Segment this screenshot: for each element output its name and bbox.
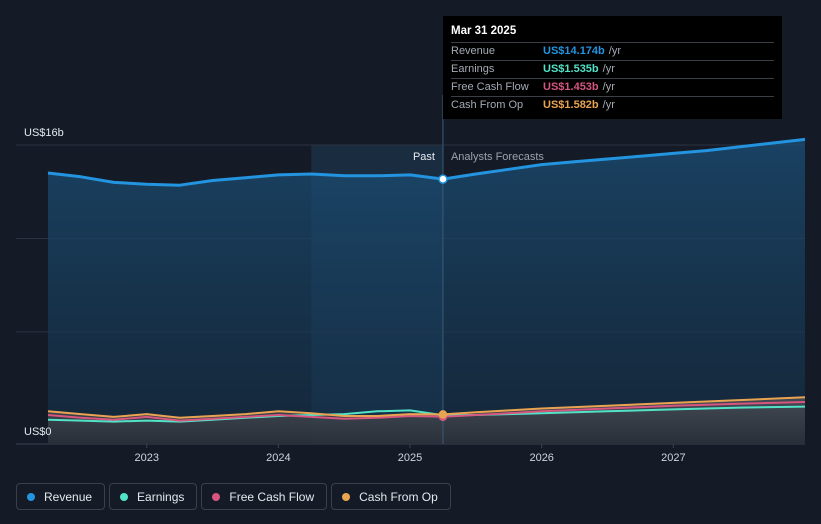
legend-item-free-cash-flow[interactable]: Free Cash Flow	[201, 483, 328, 510]
x-tick-label: 2026	[529, 452, 553, 464]
tooltip-row-free-cash-flow: Free Cash Flow US$1.453b /yr	[451, 78, 774, 96]
forecast-label: Analysts Forecasts	[451, 151, 544, 163]
x-tick-label: 2024	[266, 452, 290, 464]
tooltip-date: Mar 31 2025	[451, 25, 517, 37]
tooltip-label: Cash From Op	[451, 99, 524, 111]
tooltip-value: US$1.582b	[543, 99, 599, 111]
legend-label: Free Cash Flow	[229, 489, 315, 504]
legend-dot-icon	[212, 492, 221, 501]
legend-label: Revenue	[44, 489, 93, 504]
x-tick-label: 2023	[134, 452, 158, 464]
marker-revenue	[438, 174, 448, 184]
y-label-top: US$16b	[24, 127, 64, 139]
tooltip: Mar 31 2025 Revenue US$14.174b /yr Earni…	[443, 16, 782, 119]
legend-label: Earnings	[137, 489, 185, 504]
revenue-area	[48, 139, 805, 444]
tooltip-row-cash-from-op: Cash From Op US$1.582b /yr	[451, 96, 774, 114]
tooltip-value: US$1.453b	[543, 81, 599, 93]
tooltip-row-revenue: Revenue US$14.174b /yr	[451, 42, 774, 60]
legend-item-earnings[interactable]: Earnings	[109, 483, 198, 510]
tooltip-unit: /yr	[602, 99, 615, 111]
tooltip-label: Earnings	[451, 63, 495, 75]
y-label-bottom: US$0	[24, 426, 52, 438]
marker-cash-from-op	[438, 410, 448, 419]
legend-item-revenue[interactable]: Revenue	[16, 483, 106, 510]
legend-item-cash-from-op[interactable]: Cash From Op	[331, 483, 451, 510]
past-label: Past	[413, 151, 435, 163]
legend-dot-icon	[27, 492, 35, 501]
cash-from-op-line	[47, 396, 806, 419]
legend-dot-icon	[342, 492, 351, 501]
tooltip-unit: /yr	[608, 45, 621, 57]
tooltip-value: US$1.535b	[543, 63, 599, 75]
tooltip-unit: /yr	[602, 81, 615, 93]
x-tick-label: 2027	[661, 452, 685, 464]
earnings-line	[47, 405, 806, 423]
tooltip-value: US$14.174b	[543, 45, 605, 57]
free-cash-flow-line	[47, 401, 806, 422]
tooltip-row-earnings: Earnings US$1.535b /yr	[451, 60, 774, 78]
x-tick-label: 2025	[398, 452, 422, 464]
legend-dot-icon	[120, 492, 129, 501]
legend-label: Cash From Op	[359, 489, 438, 504]
revenue-line	[47, 137, 806, 187]
tooltip-label: Revenue	[451, 45, 496, 57]
tooltip-unit: /yr	[602, 63, 615, 75]
tooltip-label: Free Cash Flow	[451, 81, 529, 93]
legend: Revenue Earnings Free Cash Flow Cash Fro…	[16, 483, 451, 510]
